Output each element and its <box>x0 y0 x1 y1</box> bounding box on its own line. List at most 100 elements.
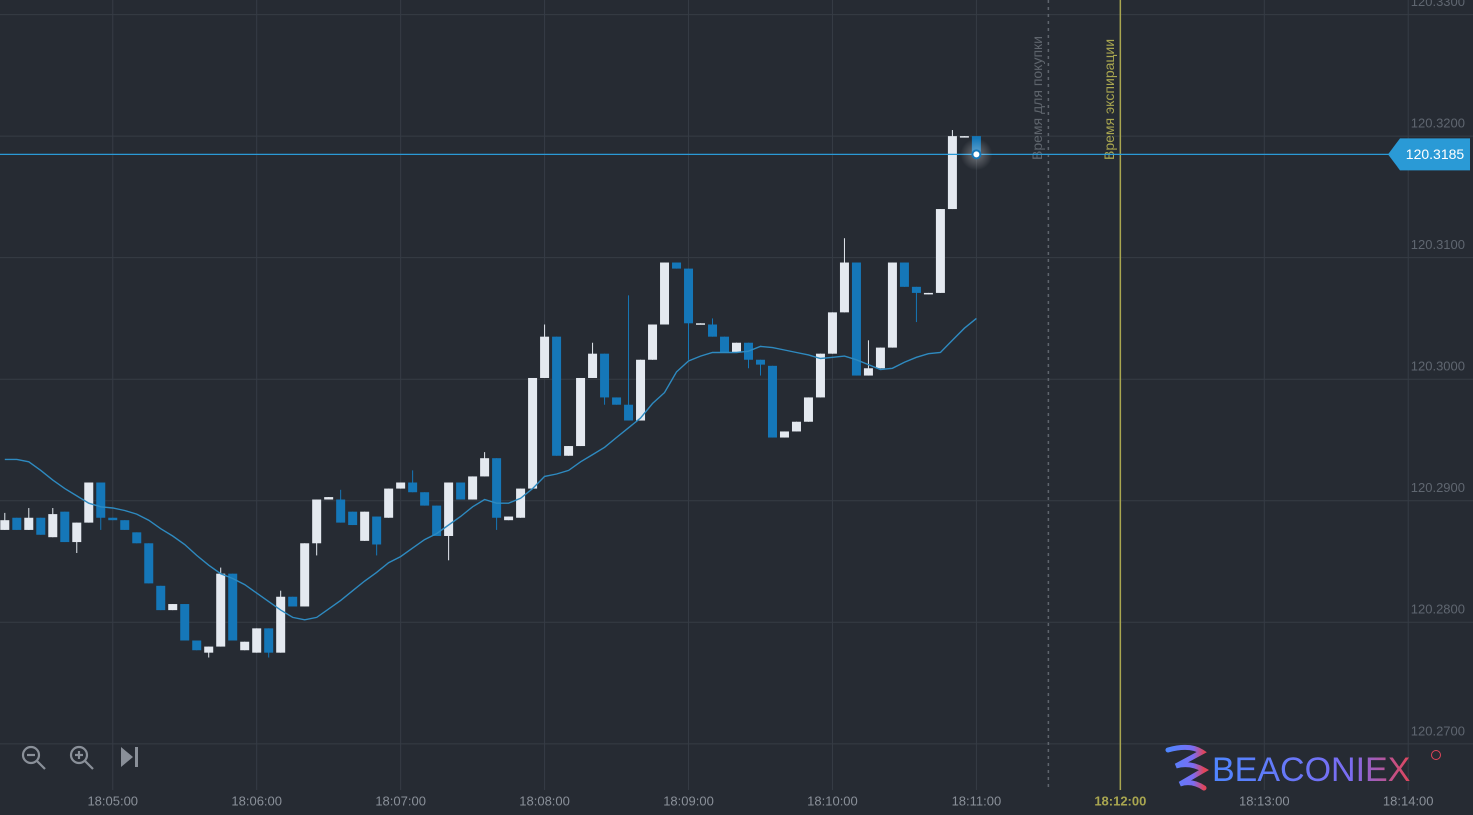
candle-body <box>276 596 286 653</box>
y-tick-label: 120.2800 <box>1411 602 1465 617</box>
candle-body <box>540 336 550 378</box>
candle-body <box>228 573 238 641</box>
candle-body <box>708 324 718 337</box>
candle-body <box>863 368 873 376</box>
candle-body <box>588 353 598 378</box>
price-tag-label: 120.3185 <box>1406 146 1465 162</box>
candle-body <box>168 604 178 611</box>
logo-icon <box>1165 744 1210 791</box>
x-tick-label: 18:12:00 <box>1094 793 1146 808</box>
candle-body <box>120 520 130 530</box>
candle-body <box>240 641 250 651</box>
candle-body <box>420 492 430 506</box>
scroll-to-end-button[interactable] <box>121 747 138 767</box>
candle-body <box>252 628 262 653</box>
zoom-in-button[interactable] <box>69 745 94 770</box>
candle-body <box>48 514 58 538</box>
registered-mark <box>1431 750 1441 760</box>
candle-body <box>636 359 646 421</box>
candle-body <box>72 522 82 543</box>
candle-body <box>36 517 46 535</box>
candle-body <box>791 421 801 432</box>
candle-body <box>444 482 454 536</box>
candle-body <box>132 532 142 544</box>
candle-body <box>468 476 478 500</box>
candle-body <box>384 488 394 518</box>
candle-body <box>528 377 538 489</box>
candle-body <box>815 353 825 398</box>
candle-body <box>779 431 789 438</box>
candle-body <box>192 640 202 651</box>
x-tick-label: 18:10:00 <box>807 793 858 808</box>
x-tick-label: 18:13:00 <box>1239 793 1290 808</box>
candle-body <box>648 324 658 360</box>
plot: Время для покупки Время экспирации 120.318… <box>0 0 1470 790</box>
y-tick-label: 120.3100 <box>1411 237 1465 252</box>
x-tick-label: 18:09:00 <box>663 793 714 808</box>
candle-body <box>516 488 526 518</box>
x-tick-label: 18:08:00 <box>519 793 570 808</box>
candle-body <box>144 543 154 584</box>
candle-body <box>696 323 706 325</box>
candle-body <box>684 268 694 324</box>
candle-body <box>959 136 969 138</box>
toolbar <box>21 745 138 770</box>
candle-body <box>312 499 322 544</box>
candle-body <box>480 458 490 477</box>
logo-text: BEACONIEX <box>1212 751 1410 789</box>
x-tick-label: 18:14:00 <box>1383 793 1434 808</box>
candle-body <box>755 359 765 365</box>
candle-body <box>348 511 358 526</box>
price-tag <box>1388 138 1470 171</box>
y-tick-label: 120.2700 <box>1411 723 1465 738</box>
candle-body <box>96 482 106 518</box>
candle-body <box>827 312 837 354</box>
candle-body <box>60 511 70 543</box>
candle-body <box>672 262 682 269</box>
candle-body <box>720 336 730 353</box>
candle-body <box>612 397 622 405</box>
candle-body <box>360 511 370 541</box>
y-tick-label: 120.3000 <box>1411 359 1465 374</box>
candle-body <box>12 517 22 530</box>
candle-body <box>887 262 897 348</box>
candle-body <box>456 482 466 500</box>
candle-body <box>288 596 298 607</box>
candle-body <box>552 336 562 456</box>
candle-body <box>204 646 214 653</box>
candle-body <box>0 520 10 530</box>
candle-body <box>803 397 813 422</box>
time-marker-label: Время экспирации <box>1101 39 1117 160</box>
candle-body <box>264 628 274 653</box>
candle-body <box>851 262 861 376</box>
y-tick-label: 120.3200 <box>1411 116 1465 131</box>
candle-body <box>504 516 514 521</box>
candle-body <box>432 505 442 536</box>
candle-body <box>24 517 34 530</box>
candle-body <box>156 585 166 611</box>
x-tick-label: 18:05:00 <box>87 793 138 808</box>
candle-body <box>576 377 586 447</box>
candle-body <box>324 497 334 500</box>
logo: BEACONIEX <box>1165 744 1441 791</box>
candle-body <box>216 573 226 647</box>
candle-body <box>875 347 885 369</box>
candle-body <box>372 516 382 545</box>
time-marker-label: Время для покупки <box>1029 36 1045 160</box>
candle-body <box>300 543 310 607</box>
candle-body <box>492 458 502 518</box>
candle-body <box>839 262 849 313</box>
candle-body <box>396 482 406 489</box>
candle-body <box>600 353 610 398</box>
candle-body <box>660 262 670 325</box>
candle-body <box>408 482 418 493</box>
candle-body <box>180 604 190 641</box>
x-tick-label: 18:11:00 <box>952 793 1002 808</box>
y-tick-label: 120.2900 <box>1411 480 1465 495</box>
zoom-out-button[interactable] <box>21 745 46 770</box>
candle-body <box>564 446 574 456</box>
x-tick-label: 18:06:00 <box>231 793 282 808</box>
